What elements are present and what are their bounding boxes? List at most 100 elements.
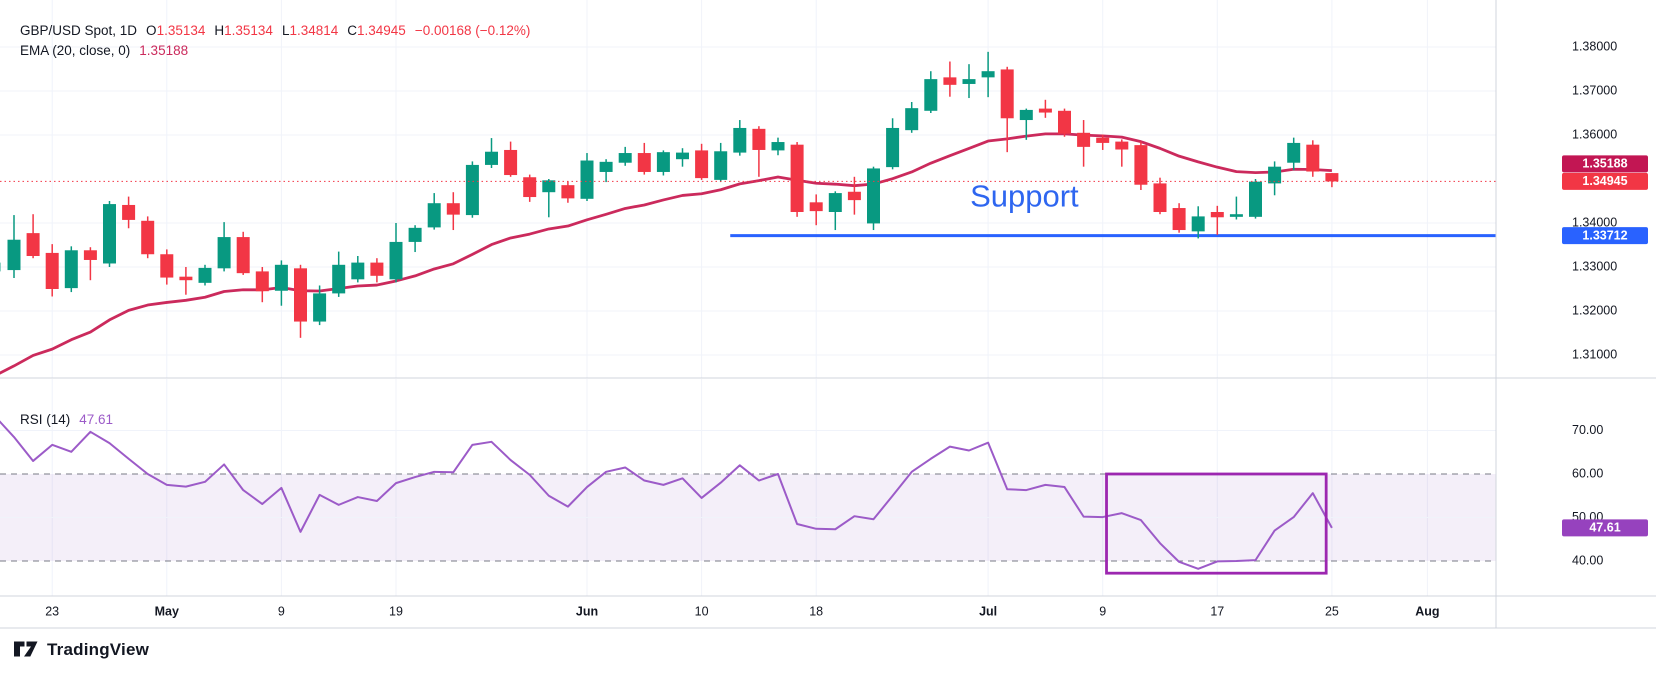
candle-body	[695, 150, 709, 179]
candle-body	[485, 151, 498, 165]
candle	[485, 138, 498, 168]
candle	[523, 174, 537, 202]
candle	[45, 244, 59, 297]
price-axis-label: 1.31000	[1572, 347, 1617, 361]
candle-body	[1077, 132, 1091, 147]
candle-body	[981, 71, 995, 78]
price-axis-label: 1.38000	[1572, 39, 1617, 53]
candle	[867, 166, 880, 231]
candle-body	[332, 264, 346, 294]
rsi-box-annotation[interactable]	[1105, 472, 1328, 575]
candle	[1134, 141, 1148, 190]
candle-body	[1287, 142, 1301, 163]
ema-price-badge: 1.35188	[1562, 155, 1648, 173]
candle	[313, 285, 327, 326]
candle-body	[637, 153, 651, 172]
candle	[332, 251, 346, 297]
candle	[446, 192, 460, 231]
candle	[943, 61, 957, 97]
time-axis-label: 23	[45, 604, 59, 618]
candle	[504, 141, 518, 177]
ema-legend-row[interactable]: EMA (20, close, 0) 1.35188	[20, 41, 530, 61]
chart-plot-area[interactable]	[0, 0, 1496, 596]
open-value: 1.35134	[156, 23, 206, 38]
candle	[637, 142, 651, 175]
candle	[1019, 108, 1033, 140]
ema-price-badge-bg	[1562, 155, 1648, 173]
time-axis-label: May	[155, 604, 179, 618]
candle	[351, 256, 365, 283]
candle-body	[504, 149, 518, 176]
candle-body	[370, 262, 384, 276]
candle	[1038, 99, 1052, 118]
candle-body	[1000, 69, 1014, 119]
candle-body	[103, 204, 116, 264]
candle-body	[1249, 181, 1262, 217]
candle	[1058, 108, 1071, 137]
candle-body	[599, 161, 613, 172]
candle-body	[1325, 173, 1339, 182]
legend: GBP/USD Spot, 1D O1.35134 H1.35134 L1.34814…	[20, 21, 530, 61]
candle-body	[943, 77, 957, 85]
candle	[1153, 177, 1167, 215]
candle-body	[446, 203, 460, 215]
candle	[64, 246, 78, 293]
candle-body	[752, 128, 766, 150]
candle	[962, 64, 976, 99]
candle	[1191, 206, 1205, 239]
candle	[141, 216, 155, 259]
candle	[198, 264, 212, 286]
candle-body	[465, 164, 479, 216]
time-axis-label: 17	[1210, 604, 1224, 618]
candle-body	[618, 153, 632, 163]
candle-body	[7, 239, 21, 271]
candle-body	[867, 168, 880, 224]
candle	[179, 267, 193, 295]
candle-body	[313, 293, 327, 322]
candle-body	[179, 276, 193, 281]
candle-body	[217, 237, 231, 269]
symbol-title[interactable]: GBP/USD Spot, 1D	[20, 23, 138, 38]
rsi-value-badge: 47.61	[1562, 519, 1648, 537]
candle	[905, 102, 919, 133]
candle	[1306, 140, 1320, 177]
symbol-legend-row[interactable]: GBP/USD Spot, 1D O1.35134 H1.35134 L1.34814…	[20, 21, 530, 41]
candle	[733, 120, 747, 156]
rsi-value-badge-text: 47.61	[1589, 521, 1620, 535]
rsi-legend-row[interactable]: RSI (14) 47.61	[20, 412, 113, 427]
time-axis-label: Jul	[979, 604, 997, 618]
candle	[790, 142, 804, 217]
candle-body	[561, 185, 575, 199]
candle-body	[542, 180, 556, 193]
close-label: C	[347, 23, 358, 38]
candle-body	[1210, 212, 1224, 218]
candle-body	[1038, 108, 1052, 113]
candle	[981, 51, 995, 98]
candle-body	[656, 152, 670, 172]
candle	[26, 214, 40, 259]
candle-body	[255, 271, 269, 292]
candle	[465, 161, 479, 218]
candle-body	[1306, 144, 1320, 172]
candle-body	[160, 254, 174, 278]
last-price-badge-text: 1.34945	[1582, 174, 1627, 188]
candle-body	[847, 191, 861, 201]
support-price-badge-text: 1.33712	[1582, 228, 1627, 242]
candle-body	[1153, 183, 1167, 212]
candle-body	[26, 233, 40, 256]
tradingview-logo-text: TradingView	[47, 639, 150, 659]
candle	[217, 222, 231, 272]
candle-body	[1268, 166, 1282, 184]
time-axis-label: 9	[278, 604, 285, 618]
candle	[580, 153, 594, 201]
price-axis-label: 1.32000	[1572, 303, 1617, 317]
candle	[561, 181, 575, 203]
candle-body	[236, 237, 250, 274]
tradingview-logo[interactable]: TradingView	[13, 639, 149, 660]
rsi-label[interactable]: RSI (14)	[20, 412, 71, 427]
last-price-badge: 1.34945	[1562, 172, 1648, 190]
support-label[interactable]: Support	[970, 178, 1079, 213]
candle	[886, 118, 900, 170]
ema-label[interactable]: EMA (20, close, 0)	[20, 43, 131, 58]
candle-body	[83, 250, 97, 260]
